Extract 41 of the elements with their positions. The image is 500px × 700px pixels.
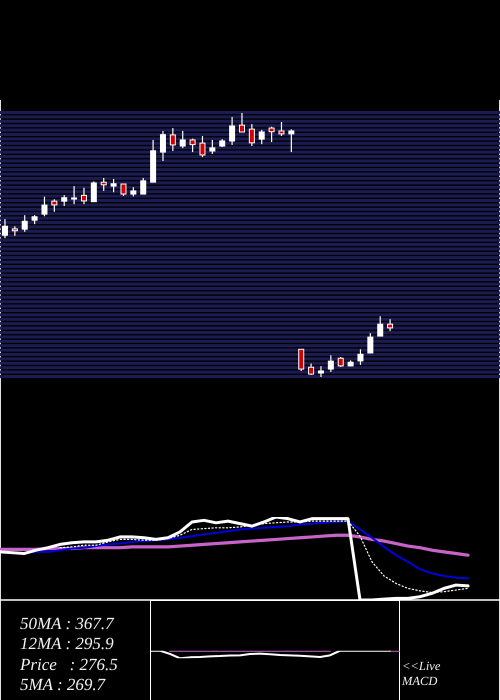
candlestick bbox=[140, 177, 146, 195]
candlestick bbox=[90, 180, 97, 202]
text: <<Live MACD bbox=[402, 659, 442, 689]
candlestick bbox=[357, 348, 364, 366]
candlestick bbox=[61, 194, 68, 207]
candlestick bbox=[387, 318, 394, 332]
candlestick bbox=[338, 356, 344, 368]
candlestick bbox=[120, 183, 126, 196]
candlestick bbox=[71, 186, 78, 205]
candlestick bbox=[130, 186, 136, 198]
candlestick bbox=[22, 214, 28, 232]
candlestick bbox=[258, 129, 265, 145]
candlestick bbox=[367, 332, 374, 354]
candlestick bbox=[2, 218, 8, 239]
candlestick bbox=[80, 187, 87, 205]
candlestick bbox=[100, 177, 107, 192]
candlestick bbox=[238, 113, 245, 133]
candlestick bbox=[268, 126, 275, 143]
candlestick bbox=[288, 128, 294, 153]
text: 5MA : 269.7 bbox=[20, 674, 107, 696]
candlestick bbox=[377, 316, 384, 337]
candlestick bbox=[110, 178, 117, 193]
candlestick bbox=[328, 354, 334, 373]
candlestick bbox=[248, 123, 255, 147]
candlestick bbox=[278, 121, 284, 137]
text: 12MA : 295.9 bbox=[20, 634, 115, 655]
candlestick bbox=[170, 127, 176, 152]
candlestick bbox=[308, 362, 314, 376]
candlestick bbox=[199, 135, 206, 158]
candlestick bbox=[51, 198, 58, 212]
candlestick bbox=[298, 348, 304, 372]
candlestick bbox=[190, 138, 196, 153]
candlestick bbox=[180, 130, 186, 149]
candlestick bbox=[12, 226, 18, 236]
candlestick bbox=[229, 116, 236, 146]
candlestick bbox=[318, 366, 324, 377]
text: Price : 276.5 bbox=[20, 654, 119, 675]
candlestick bbox=[209, 139, 216, 155]
candlestick bbox=[160, 130, 166, 162]
candlestick bbox=[41, 196, 48, 217]
text: 50MA : 367.7 bbox=[20, 614, 116, 634]
